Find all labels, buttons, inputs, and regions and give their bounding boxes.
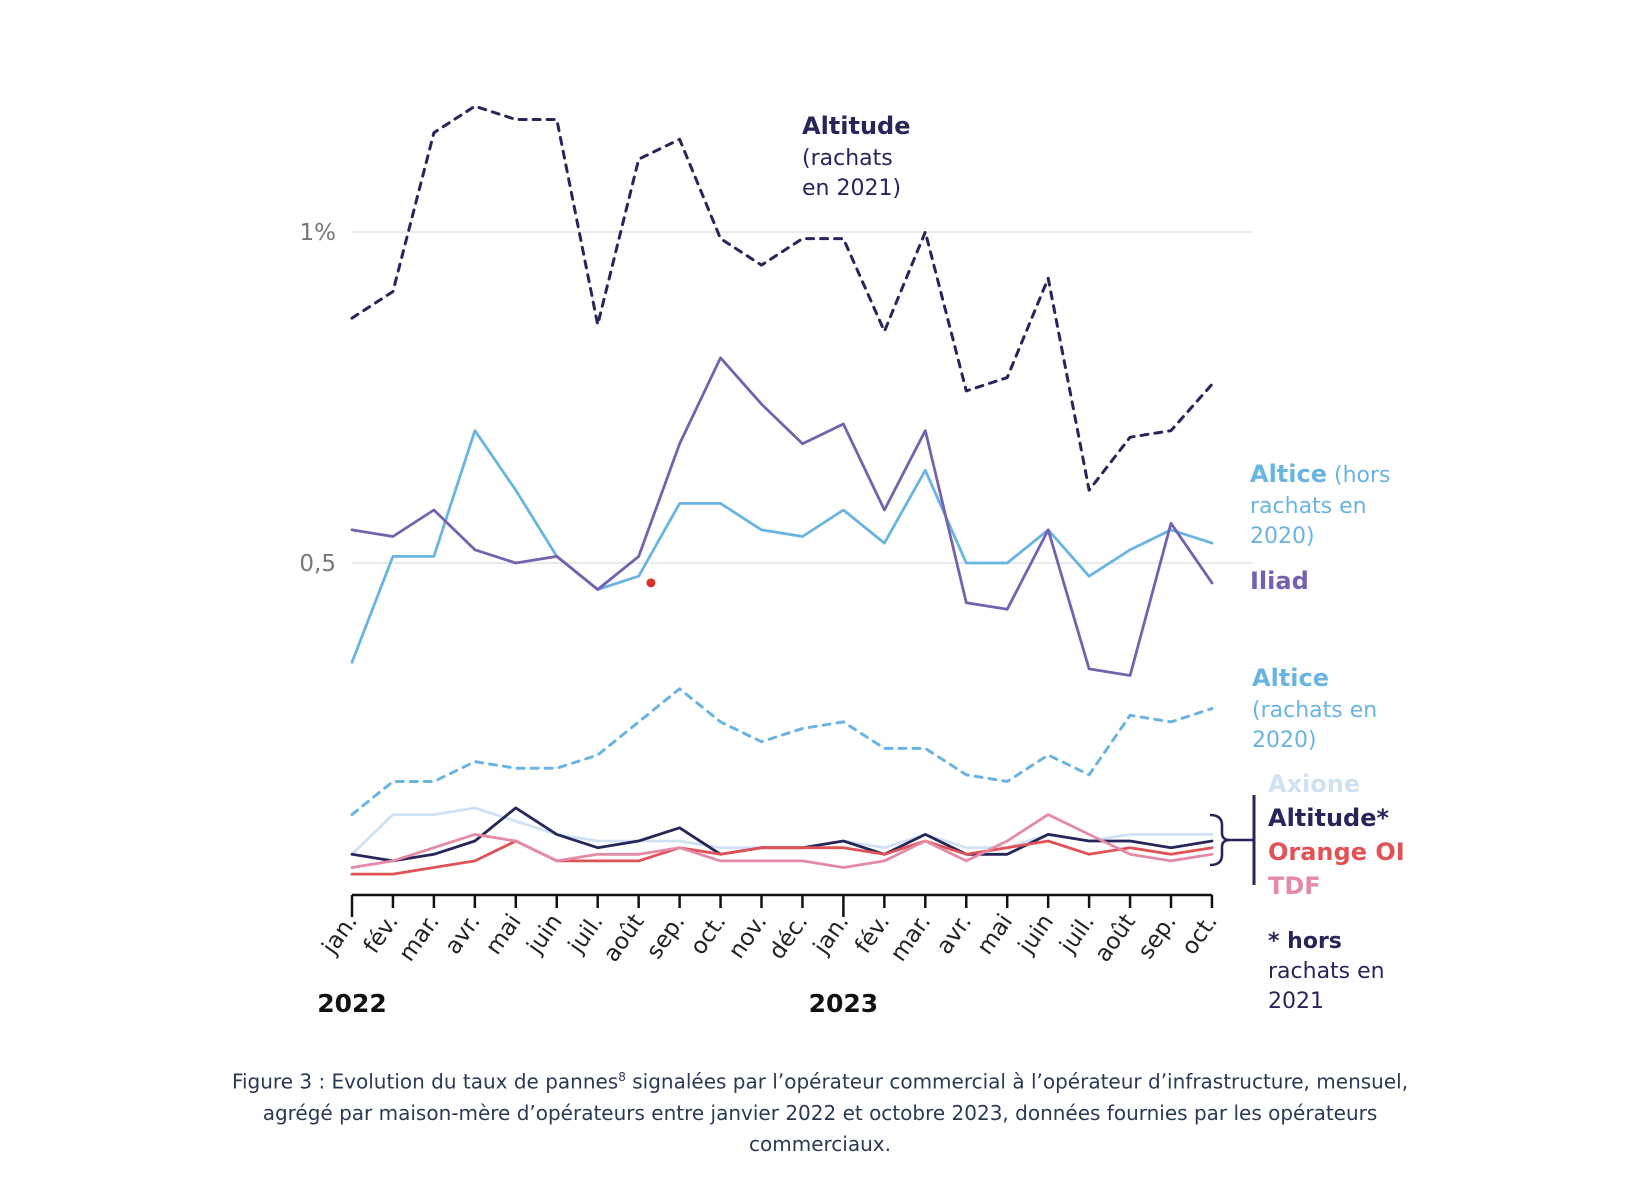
label-altice-rachats-sub1: (rachats en	[1252, 698, 1377, 723]
label-orange-oi: Orange OI	[1268, 838, 1405, 866]
figure-caption: Figure 3 : Evolution du taux de pannes8 …	[220, 1062, 1420, 1160]
x-axis-labels: jan.fév.mar.avr.maijuinjuil.aoûtsep.oct.…	[317, 910, 1223, 1018]
x-axis	[350, 893, 1214, 917]
label-altice-hors-sub0: (hors	[1327, 463, 1391, 488]
footnote-line2: rachats en	[1268, 959, 1385, 984]
x-tick-label: mai	[481, 910, 527, 960]
year-label: 2023	[809, 989, 879, 1018]
legend-brace	[1209, 813, 1254, 867]
gridlines	[352, 231, 1252, 564]
label-altitude-star: Altitude*	[1268, 804, 1390, 832]
x-tick-label: avr.	[440, 910, 486, 960]
label-altice-hors-sub1: rachats en	[1250, 494, 1367, 519]
x-tick-label: mar.	[394, 910, 445, 967]
x-tick-label: jan.	[317, 910, 363, 960]
series-line-0	[350, 104, 1214, 492]
x-tick-label: avr.	[932, 910, 978, 960]
series-line-1	[350, 429, 1214, 664]
x-tick-label: oct.	[1177, 910, 1223, 960]
x-tick-label: sep.	[1133, 910, 1182, 964]
x-tick-label: mai	[972, 910, 1018, 960]
x-tick-label: déc.	[764, 910, 813, 965]
label-altitude-sub1: (rachats	[802, 146, 893, 171]
label-altice-rachats-sub2: 2020)	[1252, 728, 1317, 753]
x-tick-label: oct.	[685, 910, 731, 960]
label-altice-hors-sub2: 2020)	[1250, 524, 1315, 549]
label-axione: Axione	[1268, 770, 1360, 798]
label-tdf: TDF	[1268, 872, 1321, 900]
year-label: 2022	[317, 989, 387, 1018]
x-tick-label: août	[1090, 910, 1141, 967]
label-altice-hors-title: Altice	[1250, 460, 1327, 488]
footnote-line1: * hors	[1268, 929, 1342, 954]
label-iliad: Iliad	[1250, 567, 1309, 595]
x-tick-label: mar.	[886, 910, 937, 967]
series-lines	[350, 104, 1214, 876]
series-line-2	[350, 356, 1214, 677]
line-chart: 0,5 1% jan.fév.mar.avr.maijuinjuil.aoûtse…	[299, 104, 1405, 1018]
label-altitude-sub2: en 2021)	[802, 176, 901, 201]
label-altice-rachats-title: Altice	[1252, 664, 1329, 692]
x-tick-label: jan.	[808, 910, 854, 960]
label-altice-hors: Altice (hors	[1250, 460, 1391, 488]
x-tick-label: juin	[522, 910, 568, 960]
caption-footnote-ref: 8	[618, 1070, 626, 1084]
footnote-line3: 2021	[1268, 989, 1324, 1014]
series-line-3	[350, 687, 1214, 817]
y-tick-label: 0,5	[299, 551, 336, 577]
x-tick-label: nov.	[724, 910, 773, 964]
x-tick-label: juin	[1013, 910, 1059, 960]
marker-dot	[646, 578, 656, 588]
x-tick-label: sep.	[642, 910, 691, 964]
label-altitude-title: Altitude	[802, 112, 911, 140]
series-line-6	[350, 839, 1214, 876]
x-tick-label: août	[599, 910, 650, 967]
series-line-7	[350, 813, 1214, 869]
y-tick-label: 1%	[300, 220, 337, 246]
caption-text-start: Figure 3 : Evolution du taux de pannes	[231, 1069, 619, 1094]
caption-text-end: signalées par l’opérateur commercial à l…	[262, 1069, 1409, 1156]
y-axis-ticks: 0,5 1%	[299, 220, 336, 577]
